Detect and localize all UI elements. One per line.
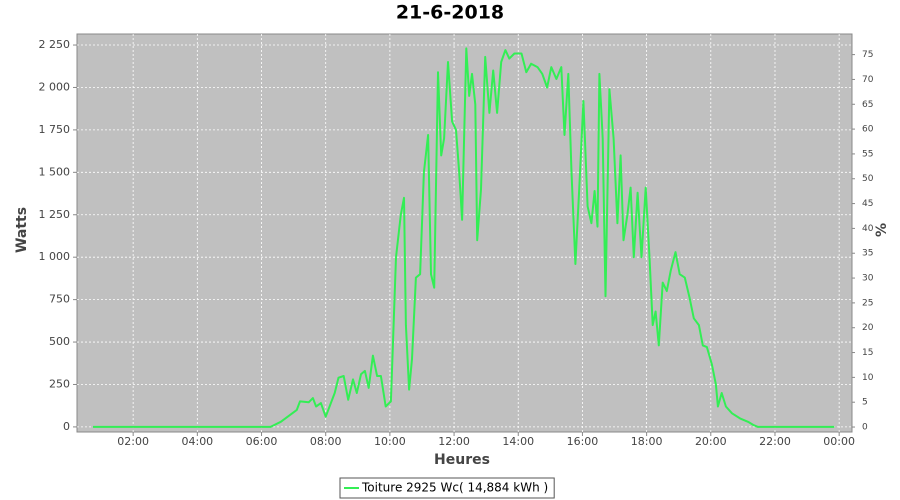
y2-tick-label: 45 (862, 199, 873, 209)
x-tick-label: 22:00 (759, 435, 791, 448)
y-tick-label: 2 000 (39, 80, 71, 93)
y-tick-label: 2 250 (39, 38, 71, 51)
y-tick-label: 750 (49, 293, 70, 306)
y-tick-label: 500 (49, 335, 70, 348)
x-tick-label: 16:00 (567, 435, 599, 448)
y-tick-label: 1 000 (39, 250, 71, 263)
x-tick-label: 04:00 (181, 435, 213, 448)
y2-tick-label: 0 (862, 423, 868, 433)
y2-tick-label: 25 (862, 298, 873, 308)
x-tick-label: 10:00 (374, 435, 406, 448)
legend-label: Toiture 2925 Wc( 14,884 kWh ) (361, 481, 548, 495)
x-tick-label: 14:00 (502, 435, 534, 448)
y-tick-label: 1 500 (39, 165, 71, 178)
series-line (93, 47, 835, 428)
x-tick-label: 18:00 (631, 435, 663, 448)
y2-tick-label: 65 (862, 100, 873, 110)
y2-tick-label: 75 (862, 50, 873, 60)
y2-tick-label: 60 (862, 125, 874, 135)
y-tick-label: 1 750 (39, 123, 71, 136)
y-axis-label: Watts (14, 207, 30, 253)
y2-tick-label: 40 (862, 224, 874, 234)
y2-tick-label: 55 (862, 149, 873, 159)
y2-tick-label: 30 (862, 274, 874, 284)
legend-box (339, 477, 555, 499)
y2-axis-label: % (874, 223, 890, 237)
x-tick-label: 12:00 (438, 435, 470, 448)
y2-tick-label: 70 (862, 75, 874, 85)
x-axis-label: Heures (434, 452, 490, 468)
x-tick-label: 02:00 (117, 435, 149, 448)
y2-tick-label: 20 (862, 323, 874, 333)
legend: Toiture 2925 Wc( 14,884 kWh ) (339, 477, 555, 499)
y-tick-label: 0 (63, 420, 70, 433)
y2-tick-label: 50 (862, 174, 874, 184)
x-tick-label: 06:00 (246, 435, 278, 448)
y2-tick-label: 35 (862, 249, 873, 259)
y2-tick-label: 15 (862, 348, 873, 358)
y-tick-label: 1 250 (39, 208, 71, 221)
x-tick-label: 00:00 (823, 435, 855, 448)
x-tick-label: 08:00 (310, 435, 342, 448)
y-tick-label: 250 (49, 377, 70, 390)
x-tick-label: 20:00 (695, 435, 727, 448)
y2-tick-label: 5 (862, 398, 868, 408)
chart-title: 21-6-2018 (396, 2, 504, 24)
y2-tick-label: 10 (862, 373, 874, 383)
